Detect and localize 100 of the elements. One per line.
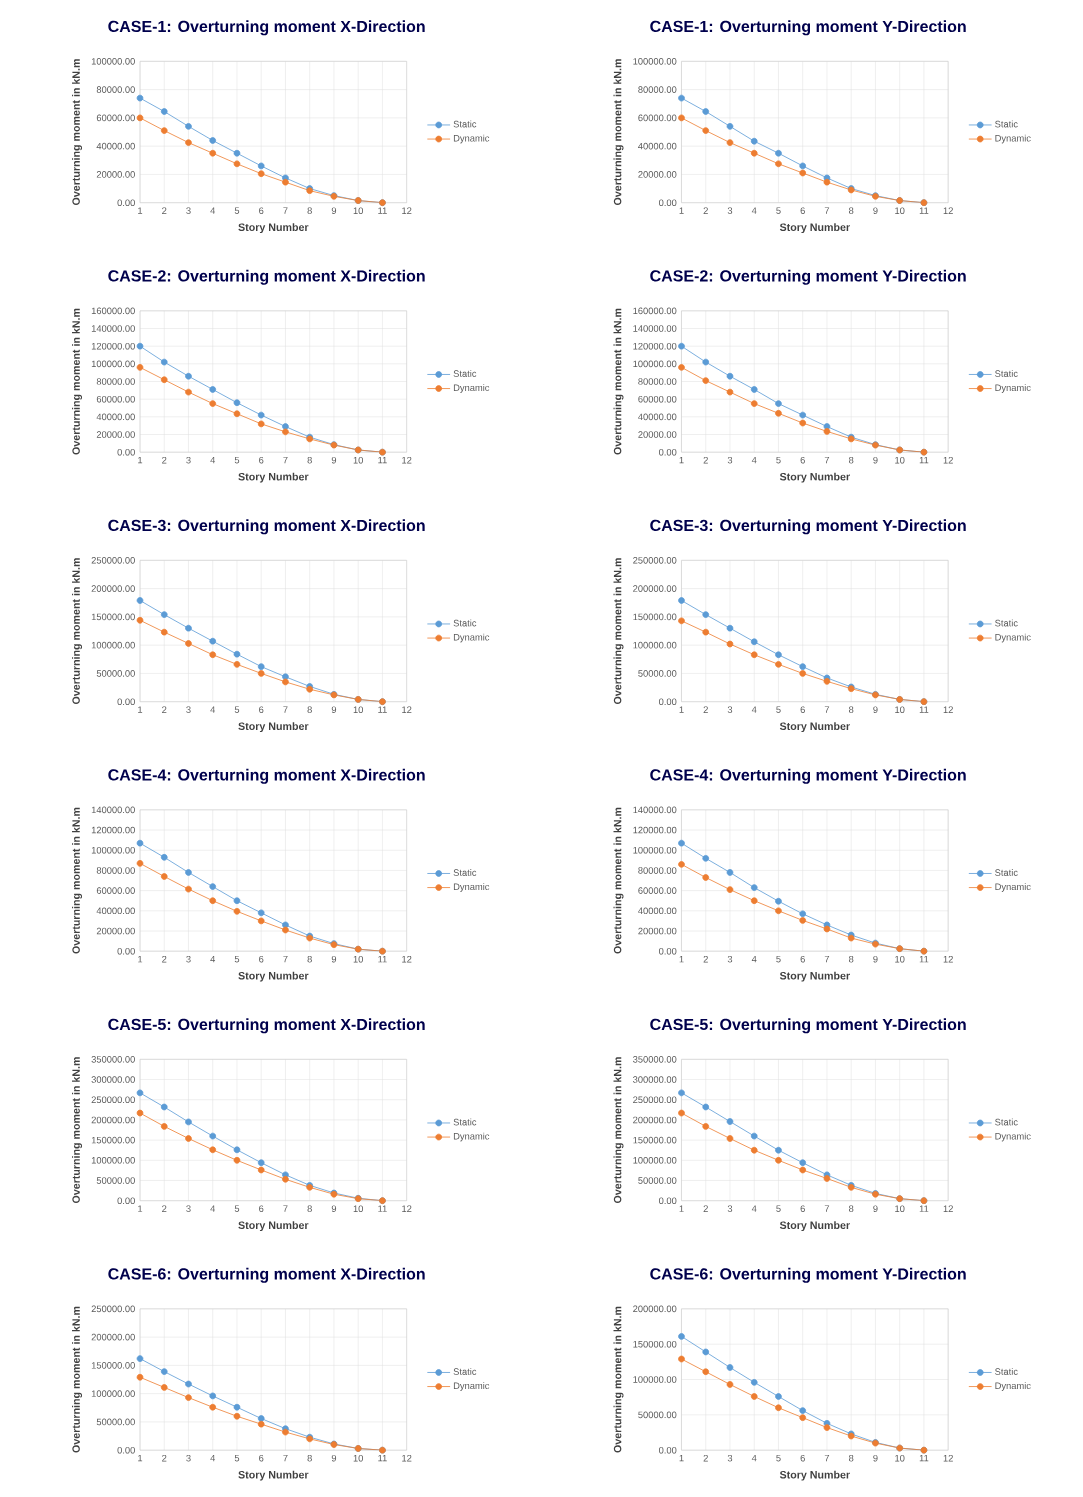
x-tick-label: 9 — [873, 955, 878, 963]
x-tick-label: 11 — [378, 955, 387, 963]
x-tick-label: 11 — [919, 456, 929, 464]
x-tick-label: 12 — [943, 1454, 953, 1462]
x-tick-label: 9 — [873, 456, 878, 464]
x-tick-label: 8 — [307, 1454, 312, 1462]
chart-title: CASE-4: Overturning moment X-Direction — [108, 768, 425, 784]
x-axis-title: Story Number — [779, 971, 850, 982]
x-tick-label: 7 — [824, 955, 830, 963]
x-tick-label: 7 — [283, 456, 288, 464]
x-tick-label: 10 — [353, 207, 364, 214]
chart-title: CASE-2: Overturning moment X-Direction — [108, 269, 425, 285]
x-tick-label: 11 — [378, 456, 387, 464]
x-tick-label: 4 — [751, 955, 757, 963]
legend-label: Dynamic — [453, 1382, 490, 1391]
y-tick-label: 100000.00 — [633, 641, 677, 649]
x-tick-label: 10 — [353, 1205, 364, 1212]
x-tick-label: 6 — [259, 955, 264, 963]
x-tick-label: 4 — [751, 456, 757, 464]
x-axis-title: Story Number — [779, 223, 850, 234]
y-tick-label: 150000.00 — [91, 613, 135, 621]
x-tick-label: 4 — [210, 1205, 216, 1212]
x-tick-label: 6 — [800, 706, 805, 713]
y-tick-label: 200000.00 — [91, 1116, 135, 1124]
x-tick-label: 12 — [943, 955, 953, 963]
legend-label: Static — [995, 1118, 1018, 1126]
legend-label: Static — [995, 1368, 1018, 1375]
x-tick-label: 7 — [824, 706, 830, 713]
x-tick-label: 5 — [234, 1205, 240, 1212]
y-tick-label: 150000.00 — [633, 1340, 677, 1348]
x-tick-label: 3 — [727, 207, 733, 214]
x-tick-label: 10 — [895, 1454, 905, 1462]
chart-title: CASE-5: Overturning moment X-Direction — [108, 1018, 425, 1034]
x-tick-label: 8 — [849, 456, 854, 464]
x-tick-label: 5 — [234, 1454, 240, 1462]
x-tick-label: 11 — [378, 207, 387, 214]
x-tick-label: 6 — [259, 456, 264, 464]
x-tick-label: 8 — [307, 456, 312, 464]
x-axis-title: Story Number — [779, 722, 850, 733]
y-tick-label: 40000.00 — [96, 142, 135, 150]
y-tick-label: 0.00 — [658, 448, 677, 456]
y-tick-label: 60000.00 — [638, 114, 677, 122]
x-tick-label: 1 — [679, 1454, 684, 1462]
x-tick-label: 9 — [873, 706, 878, 713]
x-tick-label: 10 — [895, 706, 905, 713]
x-tick-label: 5 — [776, 1454, 781, 1462]
x-tick-label: 2 — [162, 1205, 167, 1212]
x-tick-label: 4 — [210, 207, 216, 214]
y-tick-label: 350000.00 — [633, 1056, 677, 1063]
legend-label: Dynamic — [995, 1132, 1031, 1142]
y-tick-label: 40000.00 — [638, 907, 677, 915]
x-tick-label: 8 — [307, 955, 312, 963]
x-tick-label: 2 — [703, 1454, 708, 1462]
x-tick-label: 10 — [353, 955, 364, 963]
chart-title: CASE-1: Overturning moment Y-Direction — [650, 20, 966, 36]
x-tick-label: 10 — [895, 955, 905, 963]
y-tick-label: 80000.00 — [638, 867, 677, 874]
y-tick-label: 20000.00 — [96, 927, 135, 935]
x-tick-label: 11 — [919, 706, 929, 713]
y-tick-label: 50000.00 — [96, 670, 135, 677]
x-tick-label: 9 — [331, 207, 337, 214]
chart-title: CASE-3: Overturning moment Y-Direction — [650, 519, 966, 535]
legend-label: Static — [995, 619, 1018, 627]
x-axis-title: Story Number — [238, 971, 309, 982]
y-tick-label: 140000.00 — [91, 325, 135, 332]
y-tick-label: 100000.00 — [633, 846, 677, 854]
x-tick-label: 3 — [186, 1205, 191, 1212]
legend-label: Dynamic — [453, 134, 490, 144]
x-axis-title: Story Number — [238, 223, 309, 234]
x-tick-label: 4 — [210, 456, 216, 464]
x-tick-label: 3 — [186, 456, 191, 464]
y-tick-label: 40000.00 — [638, 413, 677, 421]
x-tick-label: 6 — [800, 1205, 805, 1212]
y-tick-label: 60000.00 — [96, 887, 135, 894]
y-tick-label: 100000.00 — [633, 58, 677, 65]
x-tick-label: 10 — [353, 1454, 364, 1462]
y-tick-label: 0.00 — [658, 1197, 677, 1204]
y-tick-label: 200000.00 — [633, 1116, 677, 1124]
y-tick-label: 80000.00 — [96, 378, 135, 385]
chart-title: CASE-1: Overturning moment X-Direction — [108, 20, 425, 36]
y-tick-label: 200000.00 — [91, 1333, 135, 1341]
x-tick-label: 8 — [307, 1205, 312, 1212]
y-axis-title: Overturning moment in kN.m — [72, 1057, 83, 1204]
x-tick-label: 2 — [162, 207, 167, 214]
x-tick-label: 1 — [138, 207, 143, 214]
x-tick-label: 8 — [849, 1205, 854, 1212]
x-tick-label: 7 — [283, 207, 288, 214]
x-tick-label: 3 — [727, 1205, 733, 1212]
x-tick-label: 12 — [402, 706, 412, 713]
x-tick-label: 10 — [895, 456, 905, 464]
x-tick-label: 1 — [138, 955, 143, 963]
x-tick-label: 7 — [824, 1454, 830, 1462]
y-tick-label: 60000.00 — [96, 395, 135, 403]
legend-label: Dynamic — [453, 633, 490, 643]
y-axis-title: Overturning moment in kN.m — [72, 1306, 83, 1453]
x-axis-title: Story Number — [238, 1221, 309, 1232]
x-tick-label: 4 — [210, 706, 216, 713]
legend-label: Static — [995, 869, 1018, 876]
chart-title: CASE-3: Overturning moment X-Direction — [108, 519, 425, 535]
x-tick-label: 11 — [919, 1205, 929, 1212]
